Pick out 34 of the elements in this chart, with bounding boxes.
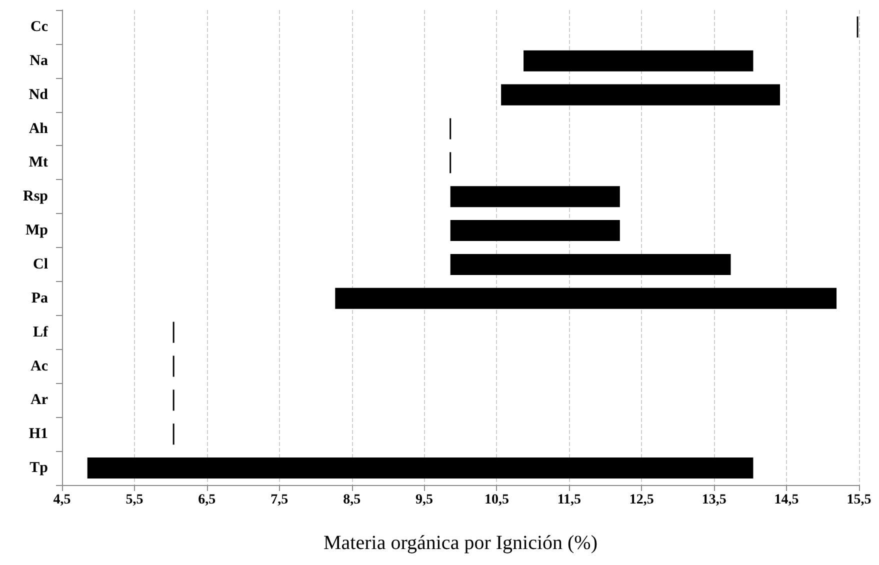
y-tick-label: Cc	[30, 18, 48, 35]
bar	[450, 220, 620, 242]
y-tick-label: Ar	[30, 392, 48, 408]
bar	[501, 84, 780, 106]
bar	[450, 254, 731, 275]
y-tick-label: Mt	[28, 154, 48, 171]
x-tick-label: 10,5	[484, 492, 509, 508]
y-tick-label: H1	[28, 426, 48, 442]
x-axis-title: Materia orgánica por Ignición (%)	[324, 532, 598, 554]
x-tick-label: 12,5	[629, 492, 654, 508]
x-tick-label: 6,5	[198, 492, 216, 508]
x-tick-label: 8,5	[343, 492, 361, 508]
y-tick-label: Ac	[30, 358, 48, 374]
x-tick-label: 4,5	[53, 492, 71, 508]
y-tick-label: Ah	[28, 120, 49, 137]
x-tick-label: 5,5	[126, 492, 144, 508]
y-tick-label: Nd	[28, 86, 49, 103]
y-tick-label: Lf	[33, 324, 50, 340]
bar	[524, 50, 754, 72]
y-tick-label: Na	[30, 52, 48, 69]
x-tick-label: 15,5	[846, 492, 872, 508]
bar	[87, 458, 754, 479]
y-tick-label: Pa	[31, 290, 48, 306]
x-tick-label: 11,5	[557, 492, 582, 508]
x-tick-label: 14,5	[774, 492, 799, 508]
y-tick-label: Rsp	[22, 188, 48, 205]
bar	[335, 288, 837, 309]
y-tick-label: Cl	[33, 256, 48, 272]
y-tick-label: Mp	[26, 222, 48, 239]
x-tick-label: 9,5	[416, 492, 434, 508]
x-tick-label: 13,5	[702, 492, 726, 508]
x-tick-label: 7,5	[270, 492, 288, 508]
bar	[450, 186, 620, 208]
y-tick-label: Tp	[30, 460, 48, 476]
